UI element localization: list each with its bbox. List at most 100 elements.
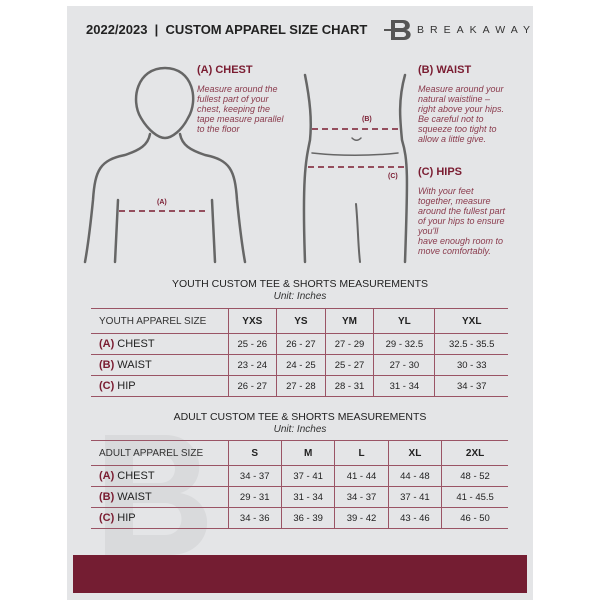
hips-heading: (C) HIPS <box>418 166 462 178</box>
table-cell: 48 - 52 <box>441 465 508 487</box>
table-cell: 37 - 41 <box>280 465 335 487</box>
row-code: (B) <box>99 491 115 503</box>
table-cell: 46 - 50 <box>441 507 508 529</box>
table-cell: 34 - 37 <box>227 465 282 487</box>
size-header: YXL <box>434 308 508 334</box>
header-label: ADULT APPAREL SIZE <box>91 440 228 466</box>
youth-table-unit: Unit: Inches <box>273 291 327 302</box>
marker-b: (B) <box>362 116 372 123</box>
row-name: HIP <box>117 512 136 524</box>
row-code: (A) <box>99 470 115 482</box>
marker-a: (A) <box>157 199 167 206</box>
marker-c: (C) <box>388 173 398 180</box>
size-header: XL <box>387 440 442 466</box>
row-code: (A) <box>99 338 115 350</box>
size-header: YS <box>276 308 326 334</box>
table-cell: 28 - 31 <box>324 375 374 397</box>
text-line: natural waistline – <box>418 94 491 104</box>
youth-size-table: YOUTH APPAREL SIZE YXS YS YM YL YXL (A) CHEST 25… <box>91 308 508 397</box>
table-row: (A) CHEST 25 - 26 26 - 27 27 - 29 29 - 32.5 32… <box>91 333 508 355</box>
table-cell: 34 - 37 <box>434 375 508 397</box>
text-line: fullest part of your <box>197 94 269 104</box>
row-label: (B) WAIST <box>91 354 228 376</box>
adult-size-table: ADULT APPAREL SIZE S M L XL 2XL (A) CHEST 34 - 3… <box>91 440 508 529</box>
row-name: WAIST <box>117 359 152 371</box>
size-header: YM <box>324 308 374 334</box>
table-row: (C) HIP 34 - 36 36 - 39 39 - 42 43 - 46 46 - 5… <box>91 507 508 529</box>
text-line: around the fullest part <box>418 206 506 216</box>
hips-description: With your feet together, measure around … <box>418 186 505 256</box>
waist-description: Measure around your natural waistline – … <box>418 84 504 144</box>
size-header: 2XL <box>441 440 508 466</box>
text-line: squeeze too tight to <box>418 124 497 134</box>
waist-heading: (B) WAIST <box>418 64 472 76</box>
text-line: you'll <box>418 226 439 236</box>
table-cell: 30 - 33 <box>434 354 508 376</box>
row-code: (C) <box>99 512 115 524</box>
table-cell: 43 - 46 <box>387 507 442 529</box>
table-cell: 34 - 37 <box>334 486 389 508</box>
row-name: HIP <box>117 380 136 392</box>
page-title: 2022/2023 | CUSTOM APPAREL SIZE CHART <box>86 22 368 37</box>
table-header-row: ADULT APPAREL SIZE S M L XL 2XL <box>91 440 508 466</box>
size-header: YL <box>373 308 435 334</box>
table-cell: 25 - 27 <box>324 354 374 376</box>
breakaway-logo-icon <box>384 20 411 40</box>
adult-table-title: ADULT CUSTOM TEE & SHORTS MEASUREMENTS <box>173 411 427 423</box>
row-label: (A) CHEST <box>91 333 228 355</box>
table-cell: 44 - 48 <box>387 465 442 487</box>
table-cell: 34 - 36 <box>227 507 282 529</box>
text-line: Be careful not to <box>418 114 484 124</box>
table-cell: 23 - 24 <box>227 354 277 376</box>
size-header: S <box>227 440 282 466</box>
header-label: YOUTH APPAREL SIZE <box>91 308 228 334</box>
size-header: M <box>280 440 335 466</box>
chest-heading: (A) CHEST <box>197 64 253 76</box>
table-cell: 31 - 34 <box>373 375 435 397</box>
text-line: With your feet <box>418 186 474 196</box>
row-code: (C) <box>99 380 115 392</box>
text-line: Measure around your <box>418 84 504 94</box>
row-label: (B) WAIST <box>91 486 228 508</box>
row-name: CHEST <box>117 470 155 482</box>
text-line: have enough room to <box>418 236 504 246</box>
adult-table-unit: Unit: Inches <box>273 424 327 435</box>
table-cell: 26 - 27 <box>276 333 326 355</box>
table-cell: 25 - 26 <box>227 333 277 355</box>
size-header: L <box>334 440 389 466</box>
text-line: tape measure parallel <box>197 114 284 124</box>
table-cell: 27 - 30 <box>373 354 435 376</box>
text-line: to the floor <box>197 124 240 134</box>
table-row: (C) HIP 26 - 27 27 - 28 28 - 31 31 - 34 34 - 3… <box>91 375 508 397</box>
table-cell: 32.5 - 35.5 <box>434 333 508 355</box>
table-cell: 37 - 41 <box>387 486 442 508</box>
table-cell: 27 - 28 <box>276 375 326 397</box>
table-cell: 29 - 31 <box>227 486 282 508</box>
row-name: CHEST <box>117 338 155 350</box>
table-cell: 27 - 29 <box>324 333 374 355</box>
text-line: move comfortably. <box>418 246 491 256</box>
text-line: of your hips to ensure <box>418 216 505 226</box>
table-row: (A) CHEST 34 - 37 37 - 41 41 - 44 44 - 48 48 -… <box>91 465 508 487</box>
table-cell: 41 - 45.5 <box>441 486 508 508</box>
text-line: Measure around the <box>197 84 278 94</box>
row-label: (C) HIP <box>91 507 228 529</box>
table-cell: 36 - 39 <box>280 507 335 529</box>
row-label: (C) HIP <box>91 375 228 397</box>
brand-name: BREAKAWAY <box>417 24 536 36</box>
text-line: together, measure <box>418 196 491 206</box>
row-name: WAIST <box>117 491 152 503</box>
text-line: right above your hips. <box>418 104 505 114</box>
table-cell: 24 - 25 <box>276 354 326 376</box>
table-cell: 41 - 44 <box>334 465 389 487</box>
youth-table-title: YOUTH CUSTOM TEE & SHORTS MEASUREMENTS <box>171 278 429 290</box>
table-header-row: YOUTH APPAREL SIZE YXS YS YM YL YXL <box>91 308 508 334</box>
body-figures-illustration <box>83 66 409 264</box>
row-label: (A) CHEST <box>91 465 228 487</box>
table-cell: 26 - 27 <box>227 375 277 397</box>
table-cell: 29 - 32.5 <box>373 333 435 355</box>
text-line: chest, keeping the <box>197 104 271 114</box>
chest-description: Measure around the fullest part of your … <box>197 84 284 134</box>
row-code: (B) <box>99 359 115 371</box>
table-row: (B) WAIST 23 - 24 24 - 25 25 - 27 27 - 30 30 -… <box>91 354 508 376</box>
